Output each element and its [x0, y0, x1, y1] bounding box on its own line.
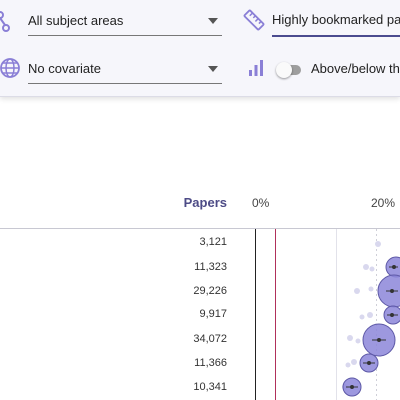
row-papers-count: 11,366 [194, 357, 227, 369]
subject-area-select[interactable]: All subject areas [28, 7, 222, 36]
chevron-down-icon [208, 18, 218, 24]
row-papers-count: 9,917 [199, 308, 227, 320]
header-divider [0, 228, 400, 229]
sort-by-value: Highly bookmarked pa [272, 12, 400, 27]
above-below-label: Above/below th [311, 61, 400, 76]
subject-area-value: All subject areas [28, 13, 124, 28]
covariate-value: No covariate [28, 61, 101, 76]
above-below-toggle[interactable] [276, 62, 301, 78]
ruler-icon [243, 9, 265, 31]
chevron-down-icon [208, 66, 218, 72]
row-papers-count: 11,323 [194, 261, 227, 273]
row-bubble[interactable] [385, 256, 400, 278]
hierarchy-icon [0, 11, 10, 32]
row-bubble[interactable] [377, 274, 400, 308]
row-bubble[interactable] [383, 305, 400, 325]
toggle-knob[interactable] [276, 62, 292, 78]
globe-icon [0, 58, 20, 78]
axis-tick-20: 20% [371, 196, 396, 210]
covariate-select[interactable]: No covariate [28, 55, 222, 84]
row-bubble[interactable] [359, 353, 379, 373]
sort-by-input[interactable]: Highly bookmarked pa [272, 7, 400, 37]
papers-column-header[interactable]: Papers [183, 195, 227, 210]
filter-toolbar: All subject areas Highly bookmarked pa N… [0, 0, 400, 97]
row-papers-count: 3,121 [199, 236, 227, 248]
row-papers-count: 10,341 [193, 381, 227, 393]
row-papers-count: 34,072 [193, 333, 227, 345]
distribution-plot [255, 229, 400, 400]
row-bubble[interactable] [362, 323, 396, 357]
row-papers-count: 29,226 [193, 285, 227, 297]
bar-chart-icon [249, 60, 263, 76]
axis-tick-0: 0% [252, 196, 270, 210]
row-bubble[interactable] [342, 377, 362, 397]
